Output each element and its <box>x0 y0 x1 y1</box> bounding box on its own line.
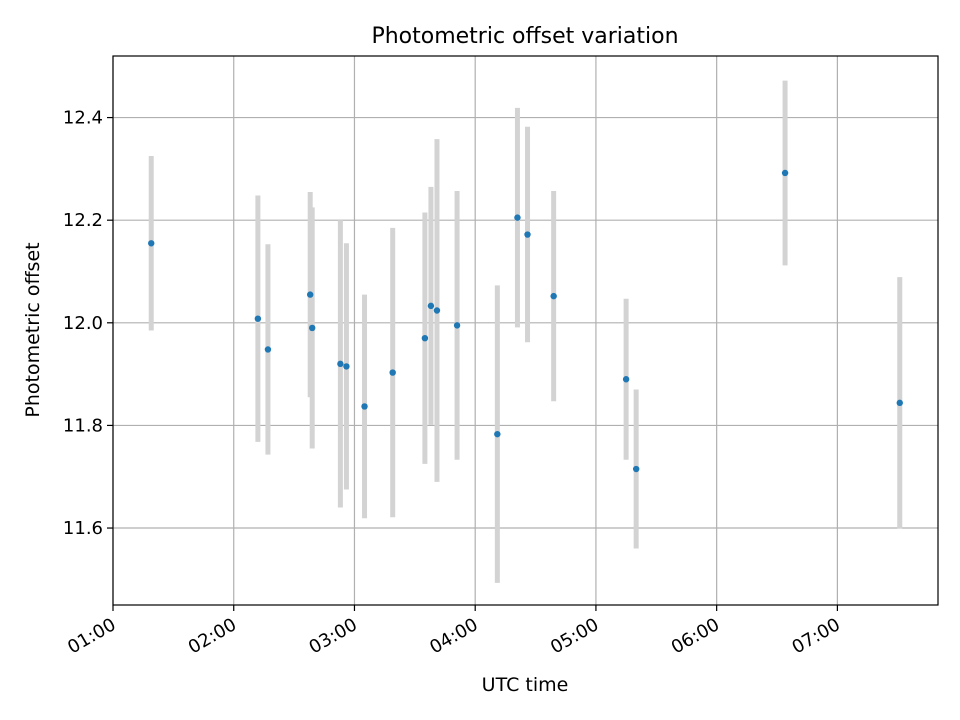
x-axis-label: UTC time <box>482 674 569 696</box>
data-point <box>632 465 640 473</box>
data-point <box>550 292 557 300</box>
y-axis-ticks: 11.6 11.8 12.0 12.2 12.4 <box>63 108 113 539</box>
data-point <box>433 307 441 314</box>
data-point <box>514 214 521 221</box>
chart-title: Photometric offset variation <box>371 24 678 49</box>
data-point <box>453 322 461 329</box>
grid <box>112 56 938 605</box>
data-point <box>337 360 344 368</box>
data-point <box>361 403 368 410</box>
data-points <box>148 169 903 473</box>
data-point <box>427 302 435 310</box>
y-axis-label: Photometric offset <box>22 242 44 417</box>
y-tick-label: 12.0 <box>63 313 103 334</box>
data-point <box>309 324 316 332</box>
y-tick-label: 11.8 <box>63 415 103 436</box>
data-point <box>148 240 155 247</box>
y-tick-label: 12.2 <box>63 210 103 231</box>
plot-frame <box>112 55 939 606</box>
data-point <box>896 399 903 407</box>
data-point <box>622 376 630 383</box>
data-point <box>494 430 501 438</box>
data-point <box>389 369 396 376</box>
y-tick-label: 11.6 <box>63 518 103 539</box>
y-tick-label: 12.4 <box>63 108 103 129</box>
data-point <box>254 315 262 322</box>
data-point <box>524 231 531 238</box>
data-point <box>781 169 789 177</box>
data-point <box>343 363 350 370</box>
data-point <box>306 291 314 298</box>
data-point <box>264 346 272 353</box>
data-point <box>421 334 429 342</box>
